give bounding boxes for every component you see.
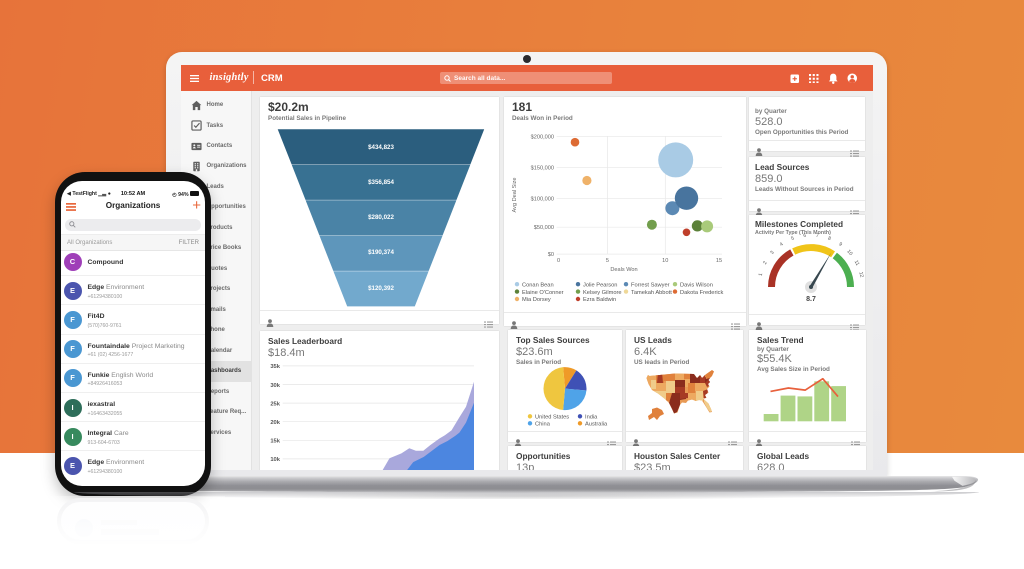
svg-text:China: China bbox=[535, 422, 551, 428]
svg-text:Australia: Australia bbox=[585, 422, 608, 428]
svg-text:0: 0 bbox=[557, 258, 560, 264]
svg-text:5: 5 bbox=[790, 235, 795, 242]
svg-text:9: 9 bbox=[837, 241, 843, 248]
svg-text:10k: 10k bbox=[270, 457, 280, 463]
svg-text:8: 8 bbox=[827, 236, 832, 243]
svg-text:4: 4 bbox=[779, 241, 785, 248]
svg-text:Davis Wilson: Davis Wilson bbox=[680, 282, 713, 288]
svg-text:Avg Deal Size: Avg Deal Size bbox=[512, 177, 518, 212]
svg-text:Conan Bean: Conan Bean bbox=[522, 282, 554, 288]
svg-text:35k: 35k bbox=[270, 364, 280, 370]
svg-text:10: 10 bbox=[845, 249, 853, 257]
svg-text:3: 3 bbox=[769, 250, 775, 256]
svg-text:7: 7 bbox=[815, 233, 819, 239]
svg-text:11: 11 bbox=[853, 259, 861, 267]
svg-text:Kelsey Gilmore: Kelsey Gilmore bbox=[583, 290, 622, 296]
svg-text:1: 1 bbox=[758, 272, 765, 276]
svg-text:$190,374: $190,374 bbox=[368, 249, 394, 256]
svg-text:25k: 25k bbox=[270, 401, 280, 407]
svg-text:$200,000: $200,000 bbox=[531, 134, 554, 140]
svg-text:Ezra Baldwin: Ezra Baldwin bbox=[583, 297, 616, 303]
svg-text:Elaine O'Conner: Elaine O'Conner bbox=[522, 290, 564, 296]
svg-text:Mia Dorsey: Mia Dorsey bbox=[522, 297, 551, 303]
svg-text:10: 10 bbox=[662, 258, 668, 264]
svg-text:6: 6 bbox=[803, 233, 807, 239]
svg-text:$100,000: $100,000 bbox=[531, 196, 554, 202]
svg-text:Dakota Frederick: Dakota Frederick bbox=[680, 290, 723, 296]
svg-text:15: 15 bbox=[716, 258, 722, 264]
svg-text:$120,392: $120,392 bbox=[368, 285, 394, 292]
svg-text:30k: 30k bbox=[270, 383, 280, 389]
svg-text:India: India bbox=[585, 415, 598, 421]
svg-text:2: 2 bbox=[762, 260, 769, 265]
svg-text:$356,854: $356,854 bbox=[368, 179, 394, 186]
svg-text:$434,823: $434,823 bbox=[368, 144, 394, 151]
svg-text:$150,000: $150,000 bbox=[531, 165, 554, 171]
svg-text:Deals Won: Deals Won bbox=[610, 267, 637, 273]
svg-text:8.7: 8.7 bbox=[806, 296, 816, 303]
svg-text:Forrest Sawyer: Forrest Sawyer bbox=[631, 282, 670, 288]
svg-text:Tamekah Abbott: Tamekah Abbott bbox=[631, 290, 672, 296]
svg-text:$280,022: $280,022 bbox=[368, 214, 394, 221]
svg-text:United States: United States bbox=[535, 415, 569, 421]
svg-text:20k: 20k bbox=[270, 420, 280, 426]
svg-text:12: 12 bbox=[857, 271, 864, 278]
svg-text:5: 5 bbox=[606, 258, 609, 264]
svg-text:15k: 15k bbox=[270, 439, 280, 445]
svg-text:Jolie Pearson: Jolie Pearson bbox=[583, 282, 617, 288]
svg-text:$50,000: $50,000 bbox=[534, 225, 554, 231]
svg-text:$0: $0 bbox=[548, 252, 554, 258]
